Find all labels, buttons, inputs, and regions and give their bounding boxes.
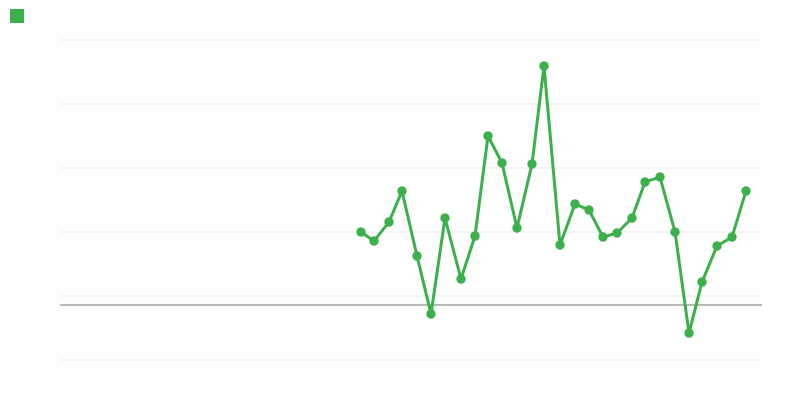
data-point-marker[interactable] [483, 131, 493, 141]
data-point-marker[interactable] [655, 172, 665, 182]
series-line [359, 64, 748, 335]
data-point-marker[interactable] [527, 159, 537, 169]
gridlines-group [60, 39, 762, 361]
data-point-marker[interactable] [712, 241, 722, 251]
data-point-marker[interactable] [440, 213, 450, 223]
data-point-marker[interactable] [555, 240, 565, 250]
data-point-marker[interactable] [584, 205, 594, 215]
data-point-marker[interactable] [598, 232, 608, 242]
data-point-marker[interactable] [612, 228, 622, 238]
data-point-marker[interactable] [426, 309, 436, 319]
series-group [359, 64, 748, 335]
data-point-marker[interactable] [356, 227, 366, 237]
data-point-marker[interactable] [539, 61, 549, 71]
data-point-marker[interactable] [741, 186, 751, 196]
data-point-marker[interactable] [670, 227, 680, 237]
data-point-marker[interactable] [684, 328, 694, 338]
data-point-marker[interactable] [497, 158, 507, 168]
data-point-marker[interactable] [640, 177, 650, 187]
series-legend-swatch [10, 9, 24, 23]
data-point-marker[interactable] [512, 223, 522, 233]
data-point-marker[interactable] [470, 231, 480, 241]
data-point-marker[interactable] [412, 251, 422, 261]
data-point-marker[interactable] [570, 199, 580, 209]
data-point-marker[interactable] [369, 236, 379, 246]
data-point-marker[interactable] [384, 217, 394, 227]
data-point-marker[interactable] [456, 274, 466, 284]
data-point-marker[interactable] [627, 213, 637, 223]
markers-group [356, 61, 751, 338]
data-point-marker[interactable] [697, 277, 707, 287]
data-point-marker[interactable] [397, 186, 407, 196]
data-point-marker[interactable] [727, 232, 737, 242]
